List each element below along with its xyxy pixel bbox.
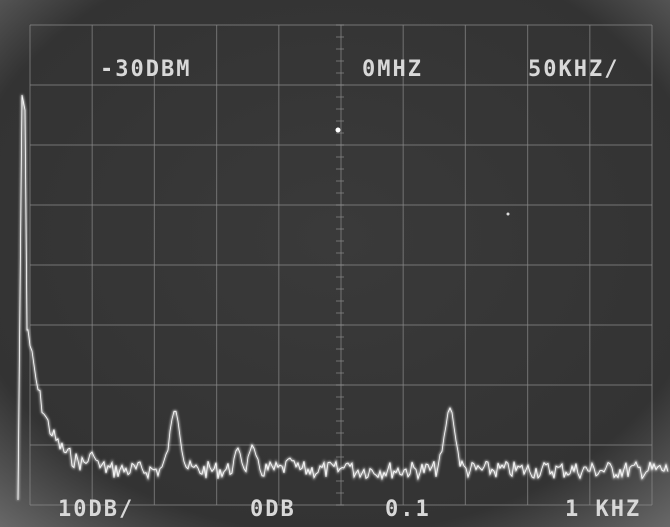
reference-level: -30DBM — [100, 57, 191, 82]
analyzer-screen: -30DBM 0MHZ 50KHZ/ 10DB/ 0DB 0.1 1 KHZ — [0, 0, 670, 527]
marker-dot — [336, 128, 341, 133]
marker-level: 0DB — [250, 497, 296, 522]
scale: 10DB/ — [58, 497, 134, 522]
bandwidth: 0.1 — [385, 497, 431, 522]
span: 50KHZ/ — [528, 57, 619, 82]
marker-dot — [507, 213, 510, 216]
center-frequency: 0MHZ — [362, 57, 423, 82]
resolution: 1 KHZ — [565, 497, 641, 522]
